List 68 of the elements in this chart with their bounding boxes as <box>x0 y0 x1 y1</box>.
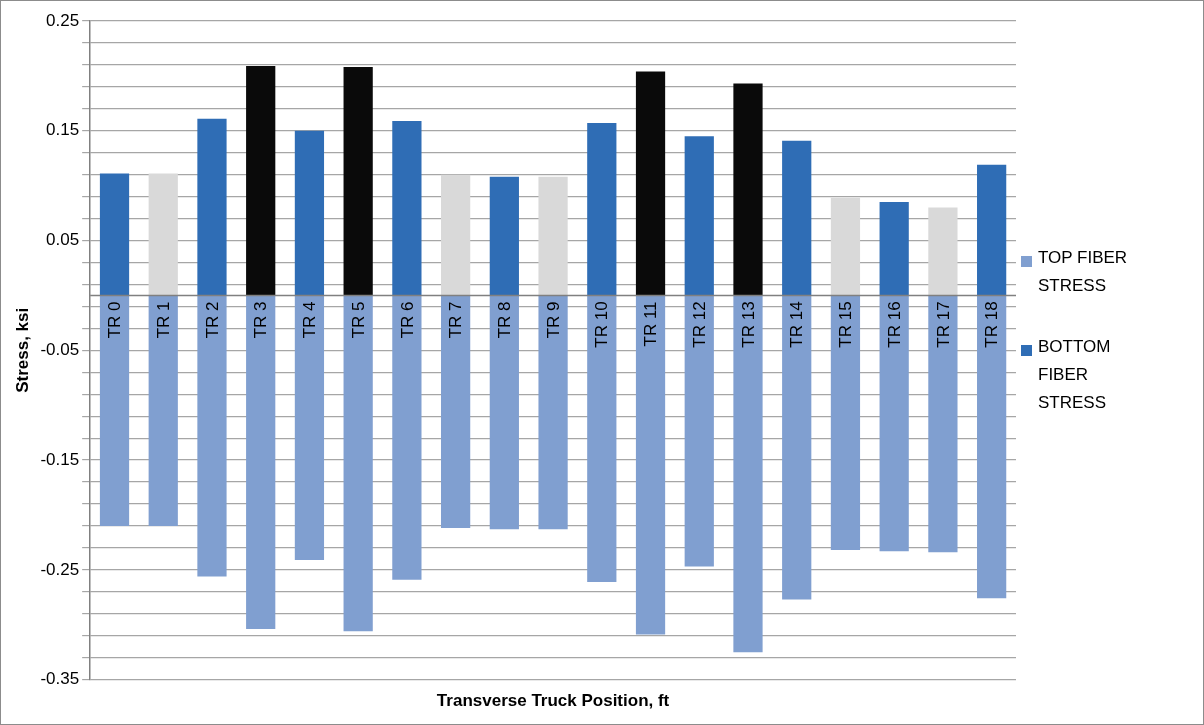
x-tick-label: TR 15 <box>836 301 856 348</box>
bar <box>197 295 227 577</box>
y-tick-label: -0.25 <box>40 559 80 579</box>
x-tick-label: TR 8 <box>495 301 515 339</box>
x-tick-label: TR 16 <box>884 301 904 348</box>
x-tick-label: TR 10 <box>592 301 612 348</box>
bar <box>587 295 617 582</box>
y-tick-label: 0.15 <box>46 120 80 140</box>
bar <box>99 173 130 296</box>
x-tick-label: TR 2 <box>202 301 222 339</box>
bar <box>343 295 373 632</box>
bar <box>928 295 958 553</box>
x-tick-label: TR 14 <box>787 301 807 348</box>
bar <box>587 123 617 296</box>
legend-label: BOTTOM FIBER STRESS <box>1038 336 1112 414</box>
x-tick-label: TR 11 <box>641 301 661 347</box>
x-tick-label: TR 12 <box>689 301 709 348</box>
legend-label: TOP FIBER STRESS <box>1038 247 1129 297</box>
x-tick-label: TR 7 <box>446 301 466 339</box>
bar <box>441 174 471 296</box>
bar <box>246 66 276 296</box>
bar <box>441 295 471 529</box>
bar <box>733 295 763 653</box>
x-tick-label: TR 18 <box>982 301 1002 348</box>
bar <box>246 295 276 630</box>
bar <box>830 295 861 551</box>
x-axis-title: Transverse Truck Position, ft <box>436 691 670 711</box>
x-tick-label: TR 13 <box>738 301 758 348</box>
bar <box>977 295 1007 599</box>
bar <box>148 295 178 526</box>
bar <box>782 295 812 600</box>
y-tick-label: -0.15 <box>40 449 80 469</box>
bar <box>392 120 422 296</box>
bar <box>197 118 227 296</box>
bar <box>635 71 666 296</box>
x-tick-label: TR 0 <box>105 301 125 339</box>
y-tick-label: 0.25 <box>46 10 80 30</box>
bar <box>489 176 519 296</box>
bar <box>977 164 1007 296</box>
bar <box>148 173 178 296</box>
x-tick-label: TR 3 <box>251 301 271 339</box>
x-tick-label: TR 4 <box>300 301 320 339</box>
bar <box>879 295 909 552</box>
bar <box>684 136 714 296</box>
bar <box>343 67 373 296</box>
x-tick-label: TR 17 <box>933 301 953 348</box>
bar <box>635 295 666 635</box>
y-axis-title: Stress, ksi <box>12 307 32 393</box>
bar <box>99 295 130 526</box>
bar <box>294 295 325 560</box>
x-tick-label: TR 6 <box>397 301 417 339</box>
x-tick-label: TR 5 <box>348 301 368 339</box>
bar <box>830 197 861 296</box>
bar <box>538 295 568 530</box>
x-tick-label: TR 9 <box>543 301 563 339</box>
bar <box>928 207 958 296</box>
bar <box>733 83 763 296</box>
bar <box>782 140 812 296</box>
bar <box>392 295 422 580</box>
y-tick-label: 0.05 <box>46 230 80 250</box>
bar <box>879 202 909 296</box>
x-tick-label: TR 1 <box>153 301 173 339</box>
bar <box>489 295 519 530</box>
bar <box>684 295 714 567</box>
bar <box>294 130 325 296</box>
y-tick-label: -0.05 <box>40 339 80 359</box>
bar <box>538 176 568 296</box>
y-tick-label: -0.35 <box>40 669 80 689</box>
